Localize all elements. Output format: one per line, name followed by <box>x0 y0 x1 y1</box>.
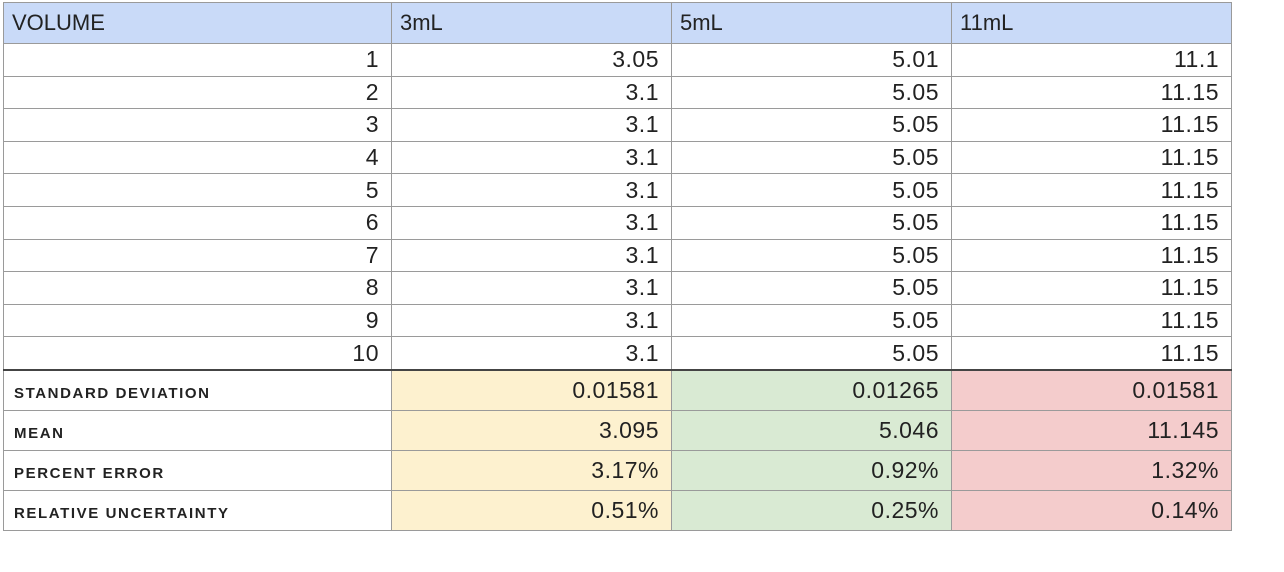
value-3ml-cell[interactable]: 3.1 <box>391 271 672 305</box>
trial-number-cell[interactable]: 4 <box>3 140 392 175</box>
stat-row-relative-uncertainty: RELATIVE UNCERTAINTY 0.51% 0.25% 0.14% <box>3 489 1232 531</box>
volume-data-table: VOLUME 3mL 5mL 11mL 1 3.05 5.01 11.1 2 3… <box>3 2 1232 531</box>
table-row: 2 3.1 5.05 11.15 <box>3 75 1232 110</box>
stat-label-cell[interactable]: STANDARD DEVIATION <box>3 368 392 411</box>
trial-number-cell[interactable]: 1 <box>3 43 392 77</box>
value-11ml-cell[interactable]: 11.15 <box>951 303 1232 338</box>
stat-row-standard-deviation: STANDARD DEVIATION 0.01581 0.01265 0.015… <box>3 368 1232 411</box>
table-row: 5 3.1 5.05 11.15 <box>3 173 1232 207</box>
stat-11ml-cell[interactable]: 1.32% <box>951 449 1232 491</box>
trial-number-cell[interactable]: 6 <box>3 205 392 240</box>
header-3ml[interactable]: 3mL <box>391 2 672 44</box>
value-11ml-cell[interactable]: 11.15 <box>951 108 1232 142</box>
value-11ml-cell[interactable]: 11.15 <box>951 140 1232 175</box>
stat-label-cell[interactable]: MEAN <box>3 409 392 451</box>
value-3ml-cell[interactable]: 3.1 <box>391 238 672 273</box>
value-5ml-cell[interactable]: 5.05 <box>671 108 952 142</box>
stat-3ml-cell[interactable]: 0.51% <box>391 489 672 531</box>
table-row: 1 3.05 5.01 11.1 <box>3 43 1232 77</box>
stat-label-cell[interactable]: RELATIVE UNCERTAINTY <box>3 489 392 531</box>
stat-5ml-cell[interactable]: 0.25% <box>671 489 952 531</box>
header-11ml[interactable]: 11mL <box>951 2 1232 44</box>
value-5ml-cell[interactable]: 5.05 <box>671 140 952 175</box>
stat-11ml-cell[interactable]: 0.01581 <box>951 368 1232 411</box>
header-5ml[interactable]: 5mL <box>671 2 952 44</box>
stat-row-percent-error: PERCENT ERROR 3.17% 0.92% 1.32% <box>3 449 1232 491</box>
value-3ml-cell[interactable]: 3.1 <box>391 336 672 371</box>
value-11ml-cell[interactable]: 11.1 <box>951 43 1232 77</box>
stat-11ml-cell[interactable]: 0.14% <box>951 489 1232 531</box>
stat-row-mean: MEAN 3.095 5.046 11.145 <box>3 409 1232 451</box>
trial-number-cell[interactable]: 9 <box>3 303 392 338</box>
stat-11ml-cell[interactable]: 11.145 <box>951 409 1232 451</box>
table-row: 3 3.1 5.05 11.15 <box>3 108 1232 142</box>
value-5ml-cell[interactable]: 5.05 <box>671 271 952 305</box>
value-11ml-cell[interactable]: 11.15 <box>951 336 1232 371</box>
trial-number-cell[interactable]: 3 <box>3 108 392 142</box>
value-11ml-cell[interactable]: 11.15 <box>951 205 1232 240</box>
stat-5ml-cell[interactable]: 5.046 <box>671 409 952 451</box>
table-row: 8 3.1 5.05 11.15 <box>3 271 1232 305</box>
value-3ml-cell[interactable]: 3.1 <box>391 108 672 142</box>
stat-5ml-cell[interactable]: 0.92% <box>671 449 952 491</box>
value-11ml-cell[interactable]: 11.15 <box>951 271 1232 305</box>
table-row: 9 3.1 5.05 11.15 <box>3 303 1232 338</box>
trial-number-cell[interactable]: 10 <box>3 336 392 371</box>
trial-number-cell[interactable]: 7 <box>3 238 392 273</box>
stat-label-cell[interactable]: PERCENT ERROR <box>3 449 392 491</box>
value-3ml-cell[interactable]: 3.1 <box>391 303 672 338</box>
table-row: 6 3.1 5.05 11.15 <box>3 205 1232 240</box>
value-3ml-cell[interactable]: 3.1 <box>391 75 672 110</box>
trial-number-cell[interactable]: 2 <box>3 75 392 110</box>
table-row: 4 3.1 5.05 11.15 <box>3 140 1232 175</box>
value-5ml-cell[interactable]: 5.05 <box>671 75 952 110</box>
stat-5ml-cell[interactable]: 0.01265 <box>671 368 952 411</box>
table-row: 10 3.1 5.05 11.15 <box>3 336 1232 371</box>
table-row: 7 3.1 5.05 11.15 <box>3 238 1232 273</box>
header-row: VOLUME 3mL 5mL 11mL <box>3 2 1232 44</box>
value-11ml-cell[interactable]: 11.15 <box>951 75 1232 110</box>
stat-3ml-cell[interactable]: 3.095 <box>391 409 672 451</box>
value-11ml-cell[interactable]: 11.15 <box>951 238 1232 273</box>
value-5ml-cell[interactable]: 5.05 <box>671 303 952 338</box>
value-3ml-cell[interactable]: 3.05 <box>391 43 672 77</box>
value-5ml-cell[interactable]: 5.05 <box>671 173 952 207</box>
value-11ml-cell[interactable]: 11.15 <box>951 173 1232 207</box>
value-5ml-cell[interactable]: 5.05 <box>671 336 952 371</box>
stat-3ml-cell[interactable]: 3.17% <box>391 449 672 491</box>
value-3ml-cell[interactable]: 3.1 <box>391 205 672 240</box>
value-5ml-cell[interactable]: 5.01 <box>671 43 952 77</box>
stat-3ml-cell[interactable]: 0.01581 <box>391 368 672 411</box>
value-3ml-cell[interactable]: 3.1 <box>391 173 672 207</box>
value-3ml-cell[interactable]: 3.1 <box>391 140 672 175</box>
header-volume[interactable]: VOLUME <box>3 2 392 44</box>
value-5ml-cell[interactable]: 5.05 <box>671 238 952 273</box>
trial-number-cell[interactable]: 5 <box>3 173 392 207</box>
value-5ml-cell[interactable]: 5.05 <box>671 205 952 240</box>
trial-number-cell[interactable]: 8 <box>3 271 392 305</box>
